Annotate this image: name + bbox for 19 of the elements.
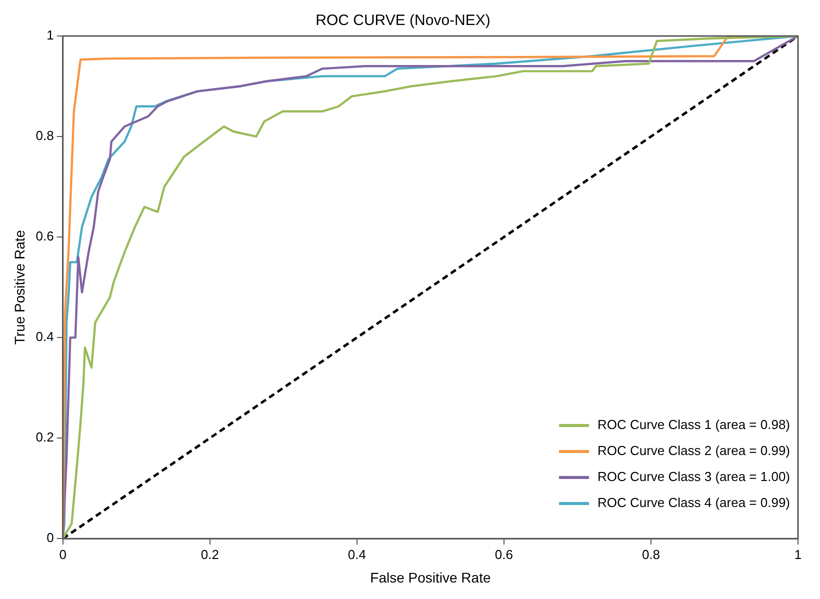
legend-label: ROC Curve Class 1 (area = 0.98): [597, 416, 790, 434]
x-tick-label: 1: [794, 546, 802, 562]
x-tick-label: 0.6: [494, 546, 513, 562]
y-tick-label: 0.4: [36, 329, 54, 344]
y-tick-label: 0: [46, 530, 54, 546]
x-axis-title: False Positive Rate: [370, 569, 491, 586]
x-tick-label: 0.8: [642, 546, 660, 562]
y-tick-label: 0.6: [36, 228, 54, 244]
legend-label: ROC Curve Class 2 (area = 0.99): [597, 442, 790, 460]
y-axis-title: True Positive Rate: [11, 230, 28, 345]
x-tick-label: 0.2: [200, 546, 219, 562]
x-tick-label: 0.4: [348, 546, 366, 562]
y-tick-label: 0.2: [36, 430, 54, 445]
x-tick-label: 0: [59, 546, 66, 562]
y-tick-label: 0.8: [36, 128, 54, 144]
y-tick-label: 1: [46, 28, 54, 43]
legend-label: ROC Curve Class 3 (area = 1.00): [597, 468, 790, 486]
legend-label: ROC Curve Class 4 (area = 0.99): [597, 494, 790, 512]
chart-title: ROC CURVE (Novo-NEX): [316, 12, 490, 30]
